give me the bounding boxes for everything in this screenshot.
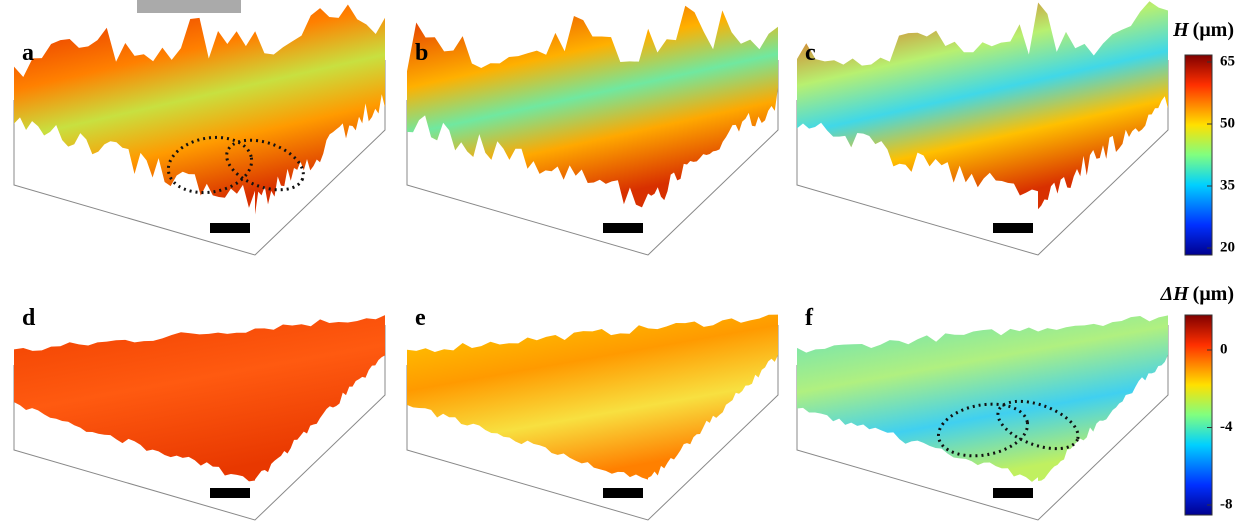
surface-panel: b xyxy=(407,6,778,255)
tick-label: -4 xyxy=(1220,419,1233,435)
tick-label: 20 xyxy=(1220,239,1235,255)
panel-label: d xyxy=(22,305,36,331)
scale-bar xyxy=(210,488,250,498)
surface xyxy=(797,1,1168,209)
surface-panel: c xyxy=(797,1,1168,255)
colorbar-title: H(μm) xyxy=(1172,19,1234,41)
tick-label: 0 xyxy=(1220,341,1228,357)
colorbar-title: ΔH(μm) xyxy=(1160,283,1234,305)
scale-bar xyxy=(603,488,643,498)
redaction-bar xyxy=(137,0,241,13)
panel-label: c xyxy=(805,40,816,66)
surface-panel: d xyxy=(14,305,385,520)
scale-bar xyxy=(210,223,250,233)
panel-label: b xyxy=(415,40,428,66)
surface xyxy=(797,315,1168,481)
symbol: H xyxy=(1172,19,1190,41)
panel-label: f xyxy=(805,305,814,331)
scale-bar xyxy=(993,488,1033,498)
panel-label: e xyxy=(415,305,426,331)
surface-panel: e xyxy=(407,305,778,520)
figure: abcdef H(μm)20355065ΔH(μm)-8-40 xyxy=(0,0,1238,526)
colorbar xyxy=(1185,315,1212,515)
scale-bar xyxy=(603,223,643,233)
symbol: ΔH xyxy=(1160,283,1191,305)
panels: a b c d e f xyxy=(14,1,1168,520)
tick-label: 35 xyxy=(1220,177,1235,193)
colorbar xyxy=(1185,55,1212,255)
surface xyxy=(407,6,778,208)
scale-bar xyxy=(993,223,1033,233)
surface xyxy=(14,315,385,481)
tick-label: -8 xyxy=(1220,496,1233,512)
surface xyxy=(407,315,778,480)
tick-label: 50 xyxy=(1220,115,1235,131)
surface-panel: f xyxy=(797,305,1168,520)
unit: (μm) xyxy=(1193,19,1234,41)
panel-label: a xyxy=(22,40,34,66)
surface-panel: a xyxy=(14,5,385,255)
tick-label: 65 xyxy=(1220,53,1235,69)
unit: (μm) xyxy=(1193,283,1234,305)
